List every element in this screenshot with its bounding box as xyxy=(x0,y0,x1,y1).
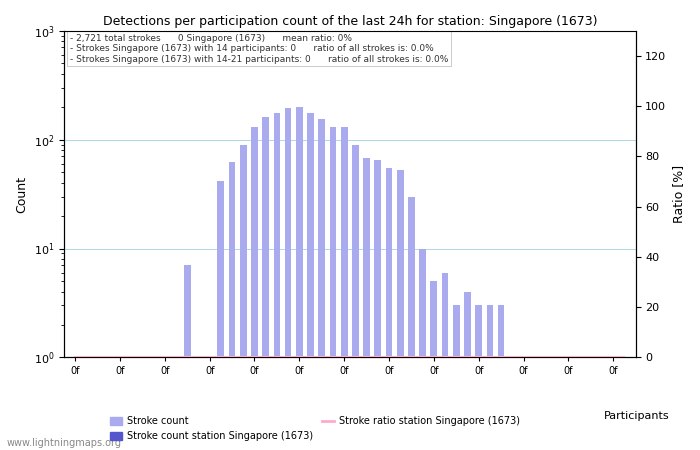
Y-axis label: Ratio [%]: Ratio [%] xyxy=(672,165,685,223)
Bar xyxy=(218,180,224,450)
Bar xyxy=(587,357,594,450)
Bar xyxy=(251,127,258,450)
Bar xyxy=(117,357,123,450)
Text: Participants: Participants xyxy=(604,411,670,421)
Bar xyxy=(352,144,358,450)
Bar xyxy=(419,248,426,450)
Bar xyxy=(139,357,146,450)
Bar xyxy=(229,162,235,450)
Bar xyxy=(408,197,415,450)
Bar xyxy=(498,306,505,450)
Bar xyxy=(374,160,381,450)
Bar xyxy=(386,168,393,450)
Bar xyxy=(128,357,134,450)
Bar xyxy=(94,357,101,450)
Bar xyxy=(464,292,471,450)
Title: Detections per participation count of the last 24h for station: Singapore (1673): Detections per participation count of th… xyxy=(102,15,597,28)
Bar xyxy=(206,357,213,450)
Bar xyxy=(565,357,572,450)
Bar xyxy=(240,144,246,450)
Bar xyxy=(318,119,325,450)
Bar xyxy=(296,107,302,450)
Bar xyxy=(554,357,561,450)
Bar xyxy=(531,357,538,450)
Bar xyxy=(442,273,449,450)
Bar xyxy=(486,306,493,450)
Bar xyxy=(330,127,336,450)
Bar xyxy=(610,357,617,450)
Bar xyxy=(150,357,157,450)
Y-axis label: Count: Count xyxy=(15,176,28,212)
Bar xyxy=(397,171,404,450)
Bar xyxy=(184,266,190,450)
Bar xyxy=(285,108,291,450)
Bar xyxy=(341,127,347,450)
Bar xyxy=(195,357,202,450)
Bar xyxy=(453,306,460,450)
Bar xyxy=(106,357,112,450)
Bar xyxy=(542,357,550,450)
Bar xyxy=(363,158,370,450)
Bar xyxy=(162,357,168,450)
Bar xyxy=(509,357,516,450)
Legend: Stroke count, Stroke count station Singapore (1673), Stroke ratio station Singap: Stroke count, Stroke count station Singa… xyxy=(106,413,524,445)
Bar xyxy=(173,357,179,450)
Bar xyxy=(430,281,438,450)
Text: www.lightningmaps.org: www.lightningmaps.org xyxy=(7,438,122,448)
Bar xyxy=(520,357,527,450)
Text: - 2,721 total strokes      0 Singapore (1673)      mean ratio: 0%
- Strokes Sing: - 2,721 total strokes 0 Singapore (1673)… xyxy=(69,34,448,63)
Bar xyxy=(621,357,628,450)
Bar xyxy=(307,113,314,450)
Bar xyxy=(72,357,78,450)
Bar xyxy=(576,357,583,450)
Bar xyxy=(475,306,482,450)
Bar xyxy=(262,117,269,450)
Bar xyxy=(598,357,606,450)
Bar xyxy=(83,357,90,450)
Bar xyxy=(274,113,280,450)
